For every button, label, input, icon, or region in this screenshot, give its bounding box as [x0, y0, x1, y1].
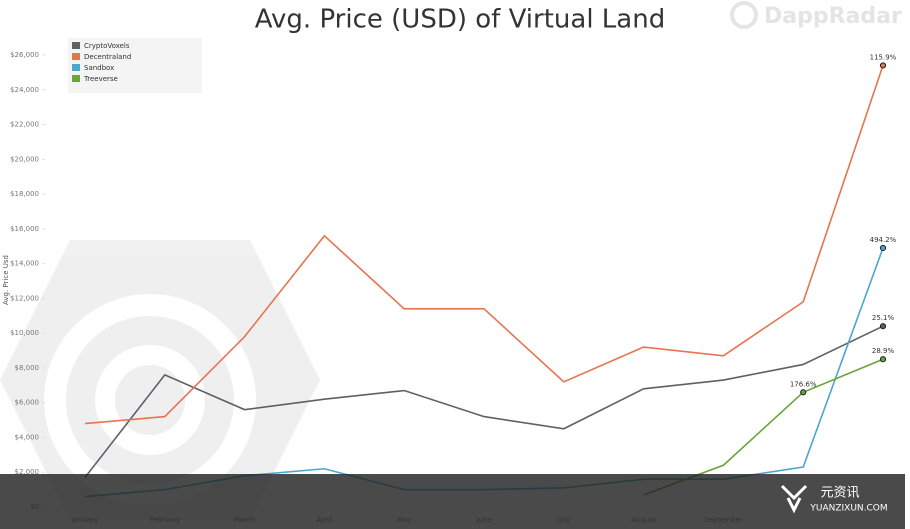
- banner-url: YUANZIXUN.COM: [809, 504, 887, 514]
- legend-swatch: [72, 75, 80, 82]
- y-tick-label: $10,000: [10, 329, 39, 337]
- watermark-icon: [730, 1, 758, 29]
- banner-logo: [780, 484, 808, 514]
- series-line: [84, 325, 884, 478]
- y-tick-label: $26,000: [10, 51, 39, 59]
- y-tick-label: $12,000: [10, 294, 39, 302]
- y-tick-label: $16,000: [10, 225, 39, 233]
- legend-label: Decentraland: [84, 53, 131, 61]
- legend-label: Treeverse: [83, 75, 118, 83]
- y-tick-label: $8,000: [15, 364, 40, 372]
- annotation: 115.9%: [870, 53, 897, 61]
- annotation: 494.2%: [870, 236, 897, 244]
- y-tick-label: $14,000: [10, 260, 39, 268]
- legend-box: [68, 38, 202, 93]
- chart-title: Avg. Price (USD) of Virtual Land: [255, 5, 665, 35]
- series-line: [84, 65, 884, 425]
- banner: [0, 474, 905, 529]
- y-axis-label: Avg. Price Usd: [2, 255, 10, 305]
- y-tick-label: $6,000: [15, 399, 40, 407]
- point-marker: [879, 244, 887, 252]
- y-tick-label: $18,000: [10, 190, 39, 198]
- y-tick-label: $2,000: [15, 468, 40, 476]
- point-marker: [800, 389, 807, 396]
- legend-swatch: [72, 53, 80, 60]
- watermark: DappRadar: [764, 4, 902, 29]
- point-marker: [879, 323, 887, 330]
- point-marker: [879, 62, 887, 69]
- annotation: 25.1%: [872, 314, 895, 322]
- annotation: 176.6%: [790, 380, 817, 388]
- y-tick-label: $22,000: [10, 121, 39, 129]
- y-tick-label: $20,000: [10, 155, 39, 163]
- point-marker: [879, 356, 887, 363]
- annotation: 28.9%: [872, 347, 895, 355]
- legend-swatch: [72, 64, 80, 71]
- banner-name: 元资讯: [820, 486, 859, 501]
- y-tick-label: $24,000: [10, 86, 39, 94]
- legend-swatch: [72, 42, 80, 49]
- legend-label: Sandbox: [84, 64, 114, 72]
- y-tick-label: $4,000: [15, 433, 40, 441]
- legend-label: CryptoVoxels: [84, 42, 130, 50]
